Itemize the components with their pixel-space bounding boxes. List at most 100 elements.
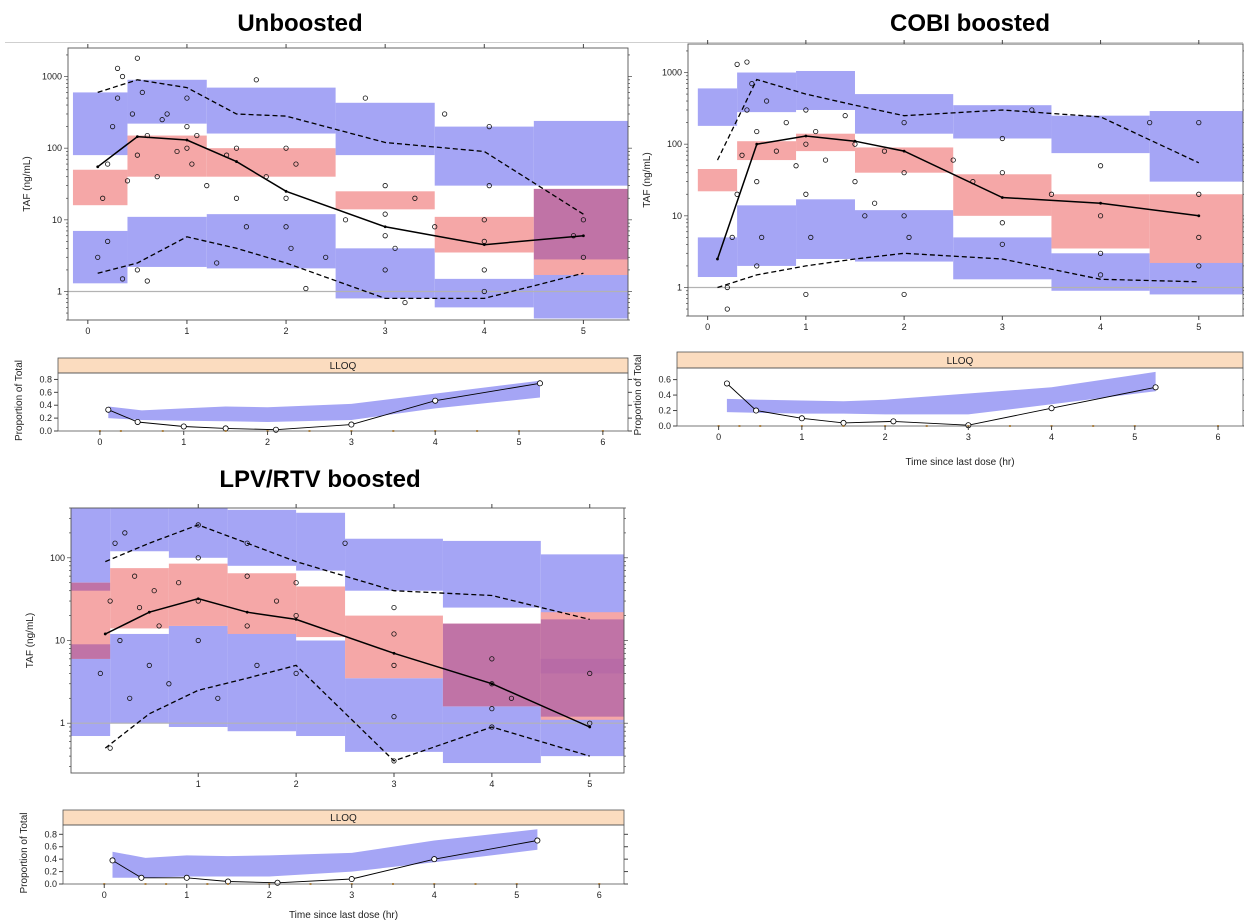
cobi-vpc-upper-pi-bin-2 bbox=[796, 70, 855, 110]
lpv-vpc-obs-point-30 bbox=[489, 706, 495, 712]
lpv-vpc-median-node-0 bbox=[103, 632, 107, 636]
lpv-vpc-ytick-label-100: 100 bbox=[50, 553, 65, 563]
lpv-vpc-median-node-7 bbox=[588, 725, 592, 729]
lpv-vpc-lloq-obs-point-4 bbox=[274, 879, 281, 886]
cobi-vpc-lloq-xtick-label-2: 2 bbox=[883, 432, 888, 442]
lpv-vpc-lower-pi-bin-6 bbox=[442, 706, 541, 764]
lpv-vpc-obs-point-6 bbox=[136, 604, 143, 611]
lpv-vpc-lloq-xtick-label-4: 4 bbox=[432, 890, 437, 900]
lpv-vpc-obs-point-1 bbox=[107, 598, 113, 604]
unboosted-vpc-obs-point-53 bbox=[159, 117, 165, 123]
lpv-vpc-obs-point-11 bbox=[176, 580, 182, 586]
cobi-vpc-obs-point-44 bbox=[744, 59, 750, 65]
unboosted-vpc-obs-point-1 bbox=[100, 195, 106, 201]
unboosted-vpc-median-line bbox=[97, 135, 584, 246]
unboosted-vpc-lloq-obs-point-4 bbox=[272, 426, 279, 433]
lpv-vpc-lloq-ytick-label-0.6: 0.6 bbox=[44, 842, 57, 852]
lpv-vpc-lloq-ytick-label-0.8: 0.8 bbox=[44, 829, 57, 839]
lpv-vpc-obs-point-26 bbox=[391, 714, 397, 720]
cobi-vpc-lloq-obs-point-4 bbox=[890, 418, 897, 425]
unboosted-vpc-plot-area bbox=[68, 55, 628, 319]
unboosted-vpc-obs-point-0 bbox=[95, 254, 101, 260]
unboosted-vpc-upper-pi-bin-0 bbox=[72, 92, 128, 156]
lpv-vpc-upper-pi-bin-6 bbox=[442, 540, 541, 608]
unboosted-vpc-obs-point-29 bbox=[288, 245, 294, 251]
unboosted-vpc-frame bbox=[67, 47, 629, 321]
lpv-vpc-overlap-4 bbox=[540, 658, 624, 674]
lpv-vpc-median-node-2 bbox=[196, 597, 200, 601]
cobi-vpc-lower-pi-bin-2 bbox=[796, 199, 855, 259]
cobi-vpc-obs-point-18 bbox=[822, 157, 829, 163]
cobi-vpc-xtick-label-2: 2 bbox=[902, 322, 907, 332]
lpv-vpc-lower-pi-bin-2 bbox=[168, 625, 228, 727]
cobi-vpc-median-node-4 bbox=[902, 149, 906, 153]
unboosted-vpc-lloq-obs-point-2 bbox=[180, 423, 187, 430]
unboosted-vpc-lower-pi-bin-1 bbox=[127, 216, 207, 267]
lpv-vpc-xtick-label-3: 3 bbox=[391, 779, 396, 789]
cobi-vpc-median-pi-bin-2 bbox=[796, 133, 855, 152]
lpv-vpc-lloq-xtick-label-2: 2 bbox=[267, 890, 272, 900]
lpv-vpc-obs-point-18 bbox=[254, 662, 260, 668]
lpv-vpc-obs-point-33 bbox=[587, 670, 593, 677]
cobi-vpc-obs-point-27 bbox=[906, 234, 912, 240]
lpv-vpc-obs-point-10 bbox=[166, 681, 172, 687]
lpv-vpc-xtick-label-5: 5 bbox=[587, 779, 592, 789]
unboosted-vpc-obs-point-42 bbox=[481, 217, 487, 223]
unboosted-vpc-lloq-band bbox=[108, 380, 541, 422]
lpv-vpc-lloq-obs-point-6 bbox=[431, 856, 438, 863]
cobi-vpc-obs-point-38 bbox=[1097, 272, 1104, 278]
unboosted-vpc-xtick-label-4: 4 bbox=[482, 326, 487, 336]
lpv-vpc-obs-point-24 bbox=[391, 631, 397, 637]
unboosted-vpc-obs-point-41 bbox=[481, 267, 487, 273]
unboosted-vpc-obs-point-16 bbox=[184, 124, 190, 130]
cobi-vpc-obs-point-15 bbox=[803, 191, 809, 197]
unboosted-vpc-upper-pi-bin-1 bbox=[127, 79, 207, 124]
lpv-vpc-xlabel: Time since last dose (hr) bbox=[289, 910, 398, 921]
cobi-vpc-median-pi-bin-6 bbox=[1149, 194, 1243, 263]
unboosted-vpc-median-pi-bin-3 bbox=[335, 191, 435, 210]
lpv-vpc-obs-point-20 bbox=[293, 613, 299, 619]
cobi-vpc-obs-point-46 bbox=[754, 263, 760, 269]
cobi-vpc-upper-percentile-line bbox=[716, 78, 1200, 164]
unboosted-vpc-obs-point-38 bbox=[412, 195, 418, 201]
lpv-vpc-lloq-xtick-label-1: 1 bbox=[184, 890, 189, 900]
cobi-vpc-median-line bbox=[716, 135, 1199, 260]
lpv-vpc-median-pi-bin-3 bbox=[227, 573, 297, 634]
lpv-vpc-upper-pi-bin-1 bbox=[110, 508, 169, 552]
unboosted-vpc-obs-point-4 bbox=[114, 95, 121, 101]
lpv-vpc-obs-point-23 bbox=[342, 540, 348, 546]
lpv-vpc-lloq-band bbox=[112, 829, 538, 878]
cobi-vpc-obs-point-6 bbox=[754, 128, 760, 135]
unboosted-vpc-ylabel: TAF (ng/mL) bbox=[22, 156, 33, 211]
lpv-vpc-lloq-strip-label: LLOQ bbox=[330, 813, 357, 824]
unboosted-vpc-obs-point-8 bbox=[134, 152, 140, 158]
cobi-vpc-lloq-band bbox=[726, 371, 1156, 415]
lpv-vpc-median-node-5 bbox=[392, 651, 396, 655]
lpv-vpc-lloq-obs-point-2 bbox=[183, 874, 190, 881]
unboosted-vpc-xtick-label-3: 3 bbox=[383, 326, 388, 336]
unboosted-vpc-obs-point-13 bbox=[164, 111, 170, 117]
lpv-vpc-lloq-xtick-label-5: 5 bbox=[514, 890, 519, 900]
unboosted-vpc-obs-point-24 bbox=[243, 224, 250, 230]
cobi-vpc-obs-point-42 bbox=[1196, 263, 1202, 269]
unboosted-vpc-xtick-label-1: 1 bbox=[184, 326, 189, 336]
unboosted-vpc-obs-point-50 bbox=[105, 238, 111, 244]
unboosted-vpc-upper-pi-bin-5 bbox=[533, 120, 628, 186]
unboosted-vpc-obs-point-30 bbox=[293, 161, 299, 167]
cobi-vpc-lloq-xtick-label-1: 1 bbox=[799, 432, 804, 442]
unboosted-vpc-obs-point-9 bbox=[134, 267, 140, 273]
unboosted-vpc-median-node-7 bbox=[581, 234, 585, 238]
cobi-vpc-ytick-label-10: 10 bbox=[672, 211, 682, 221]
cobi-vpc-obs-point-43 bbox=[734, 61, 740, 67]
unboosted-vpc-upper-pi-bin-4 bbox=[434, 126, 534, 186]
cobi-vpc-obs-point-14 bbox=[803, 107, 809, 113]
cobi-vpc-obs-point-21 bbox=[852, 179, 858, 185]
unboosted-vpc-median-node-3 bbox=[235, 160, 238, 163]
cobi-vpc-obs-point-26 bbox=[901, 120, 907, 126]
unboosted-vpc-obs-point-39 bbox=[432, 224, 438, 230]
lpv-vpc-median-line bbox=[104, 597, 591, 728]
cobi-vpc-lloq-obs-point-2 bbox=[798, 415, 805, 422]
unboosted-vpc-ytick-label-100: 100 bbox=[47, 143, 62, 153]
cobi-vpc-obs-point-17 bbox=[813, 128, 819, 135]
lpv-vpc-obs-point-34 bbox=[107, 745, 113, 751]
